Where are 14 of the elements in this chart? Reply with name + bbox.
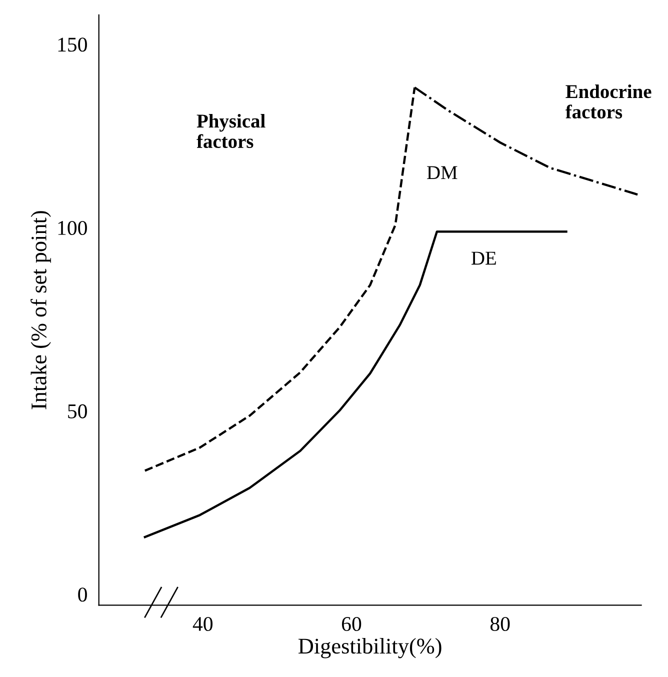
y-tick-label: 100 bbox=[58, 220, 87, 235]
y-tick-label: 150 bbox=[58, 38, 87, 52]
x-axis-title: Digestibility(%) bbox=[298, 638, 442, 658]
x-tick-label: 80 bbox=[490, 616, 510, 632]
annotation: DE bbox=[472, 252, 496, 265]
annotation: Physical factors bbox=[196, 114, 266, 148]
x-tick-label: 60 bbox=[342, 616, 362, 632]
y-tick-label: 0 bbox=[78, 588, 87, 602]
annotation: DM bbox=[427, 166, 458, 179]
line-series bbox=[144, 230, 568, 538]
annotation: Endocrine factors bbox=[565, 84, 652, 118]
y-axis-title: Intake (% of set point) bbox=[30, 211, 51, 410]
x-tick-label: 40 bbox=[192, 616, 213, 632]
y-tick-label: 50 bbox=[68, 404, 87, 418]
